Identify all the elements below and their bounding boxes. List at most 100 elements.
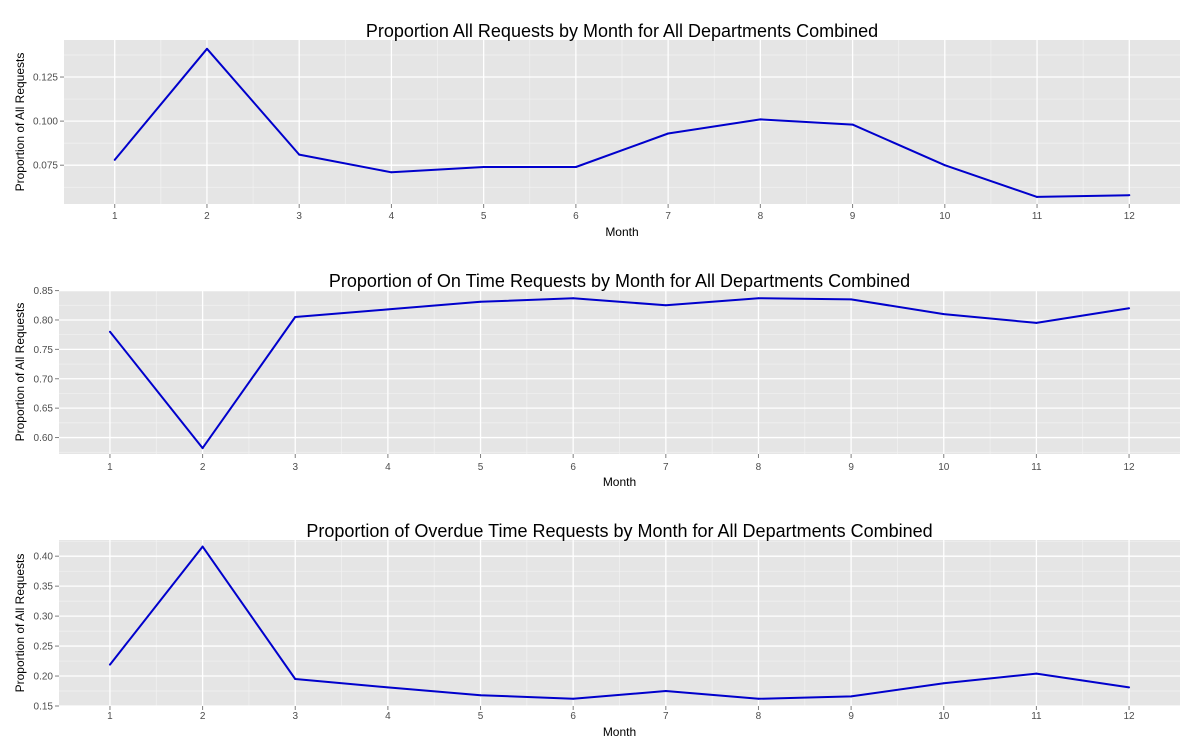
x-tick-label: 6 (570, 462, 576, 473)
data-point-month-9 (850, 695, 853, 698)
x-tick-label: 12 (1123, 711, 1135, 722)
y-tick-label: 0.70 (34, 374, 54, 385)
data-point-month-9 (851, 123, 854, 126)
series-line (109, 297, 1130, 450)
x-tick-label: 12 (1124, 211, 1136, 222)
x-tick-label: 3 (296, 211, 302, 222)
data-point-month-9 (850, 298, 853, 301)
data-point-month-10 (942, 682, 945, 685)
x-axis-title: Month (603, 475, 636, 489)
x-tick-label: 5 (478, 711, 484, 722)
data-point-month-6 (572, 297, 575, 300)
data-point-month-11 (1035, 672, 1038, 675)
y-tick-label: 0.60 (34, 433, 54, 444)
x-tick-label: 3 (292, 711, 298, 722)
data-point-month-7 (664, 304, 667, 307)
x-tick-label: 2 (200, 711, 206, 722)
x-tick-label: 6 (570, 711, 576, 722)
data-point-month-1 (113, 158, 116, 161)
data-point-month-1 (108, 663, 111, 666)
x-tick-label: 6 (573, 211, 579, 222)
y-axis-title: Proportion of All Requests (13, 554, 27, 693)
x-tick-label: 4 (385, 711, 391, 722)
data-point-month-1 (108, 330, 111, 333)
chart-title: Proportion All Requests by Month for All… (366, 21, 878, 41)
x-tick-label: 4 (389, 211, 395, 222)
x-tick-label: 5 (481, 211, 487, 222)
data-point-month-2 (205, 47, 208, 50)
data-point-month-12 (1128, 686, 1131, 689)
data-point-month-8 (757, 697, 760, 700)
data-point-month-4 (386, 308, 389, 311)
y-tick-label: 0.15 (34, 702, 54, 713)
chart-title: Proportion of Overdue Time Requests by M… (306, 521, 932, 541)
y-tick-label: 0.65 (34, 404, 54, 415)
x-tick-label: 8 (756, 711, 762, 722)
data-point-month-10 (943, 164, 946, 167)
y-tick-label: 0.20 (34, 672, 54, 683)
x-tick-label: 9 (848, 462, 854, 473)
x-tick-label: 7 (663, 711, 669, 722)
x-tick-label: 7 (665, 211, 671, 222)
data-point-month-11 (1035, 321, 1038, 324)
y-tick-label: 0.30 (34, 612, 54, 623)
x-tick-label: 12 (1123, 462, 1135, 473)
y-tick-label: 0.125 (33, 73, 58, 84)
y-tick-label: 0.75 (34, 345, 54, 356)
x-tick-label: 3 (292, 462, 298, 473)
data-point-month-5 (479, 300, 482, 303)
y-tick-label: 0.40 (34, 552, 54, 563)
y-tick-label: 0.25 (34, 642, 54, 653)
chart-panel-3: 1 2 3 4 5 6 7 8 9 10 11 120.150.200.250.300.350.40P… (13, 521, 1180, 739)
x-tick-label: 9 (848, 711, 854, 722)
x-tick-label: 1 (107, 462, 113, 473)
x-tick-label: 2 (200, 462, 206, 473)
y-tick-label: 0.35 (34, 582, 54, 593)
x-tick-label: 9 (850, 211, 856, 222)
x-tick-label: 10 (939, 211, 951, 222)
data-point-month-2 (201, 545, 204, 548)
x-tick-label: 8 (756, 462, 762, 473)
chart-title: Proportion of On Time Requests by Month … (329, 271, 910, 291)
x-tick-label: 10 (938, 711, 950, 722)
y-tick-label: 0.075 (33, 161, 58, 172)
data-point-month-4 (386, 686, 389, 689)
data-point-month-3 (294, 316, 297, 319)
data-point-month-6 (572, 697, 575, 700)
x-tick-label: 10 (938, 462, 950, 473)
data-point-month-7 (667, 132, 670, 135)
chart-panel-1: 1 2 3 4 5 6 7 8 9 10 11 120.0750.1000.125Proportion… (13, 21, 1180, 239)
x-tick-label: 7 (663, 462, 669, 473)
data-point-month-7 (664, 690, 667, 693)
x-tick-label: 11 (1032, 211, 1043, 222)
data-point-month-12 (1128, 194, 1131, 197)
data-point-month-4 (390, 171, 393, 174)
y-tick-label: 0.85 (34, 286, 54, 297)
data-point-month-5 (479, 694, 482, 697)
data-point-month-3 (294, 678, 297, 681)
series-line (109, 545, 1130, 700)
y-tick-label: 0.100 (33, 117, 58, 128)
y-tick-label: 0.80 (34, 315, 54, 326)
data-point-month-11 (1036, 195, 1039, 198)
data-point-month-6 (574, 165, 577, 168)
x-tick-label: 11 (1031, 462, 1042, 473)
x-tick-label: 2 (204, 211, 210, 222)
data-point-month-2 (201, 447, 204, 450)
x-tick-label: 11 (1031, 711, 1042, 722)
x-tick-label: 4 (385, 462, 391, 473)
x-tick-label: 1 (107, 711, 113, 722)
x-tick-label: 1 (112, 211, 118, 222)
y-axis-title: Proportion of All Requests (13, 53, 27, 192)
y-axis-title: Proportion of All Requests (13, 303, 27, 442)
x-axis-title: Month (603, 725, 636, 739)
x-axis-title: Month (605, 225, 638, 239)
data-point-month-8 (757, 297, 760, 300)
chart-panel-2: 1 2 3 4 5 6 7 8 9 10 11 120.600.650.700.750.800.85P… (13, 271, 1180, 489)
data-point-month-12 (1128, 307, 1131, 310)
series-line (113, 47, 1130, 198)
data-point-month-5 (482, 165, 485, 168)
data-point-month-8 (759, 118, 762, 121)
data-point-month-10 (942, 313, 945, 316)
